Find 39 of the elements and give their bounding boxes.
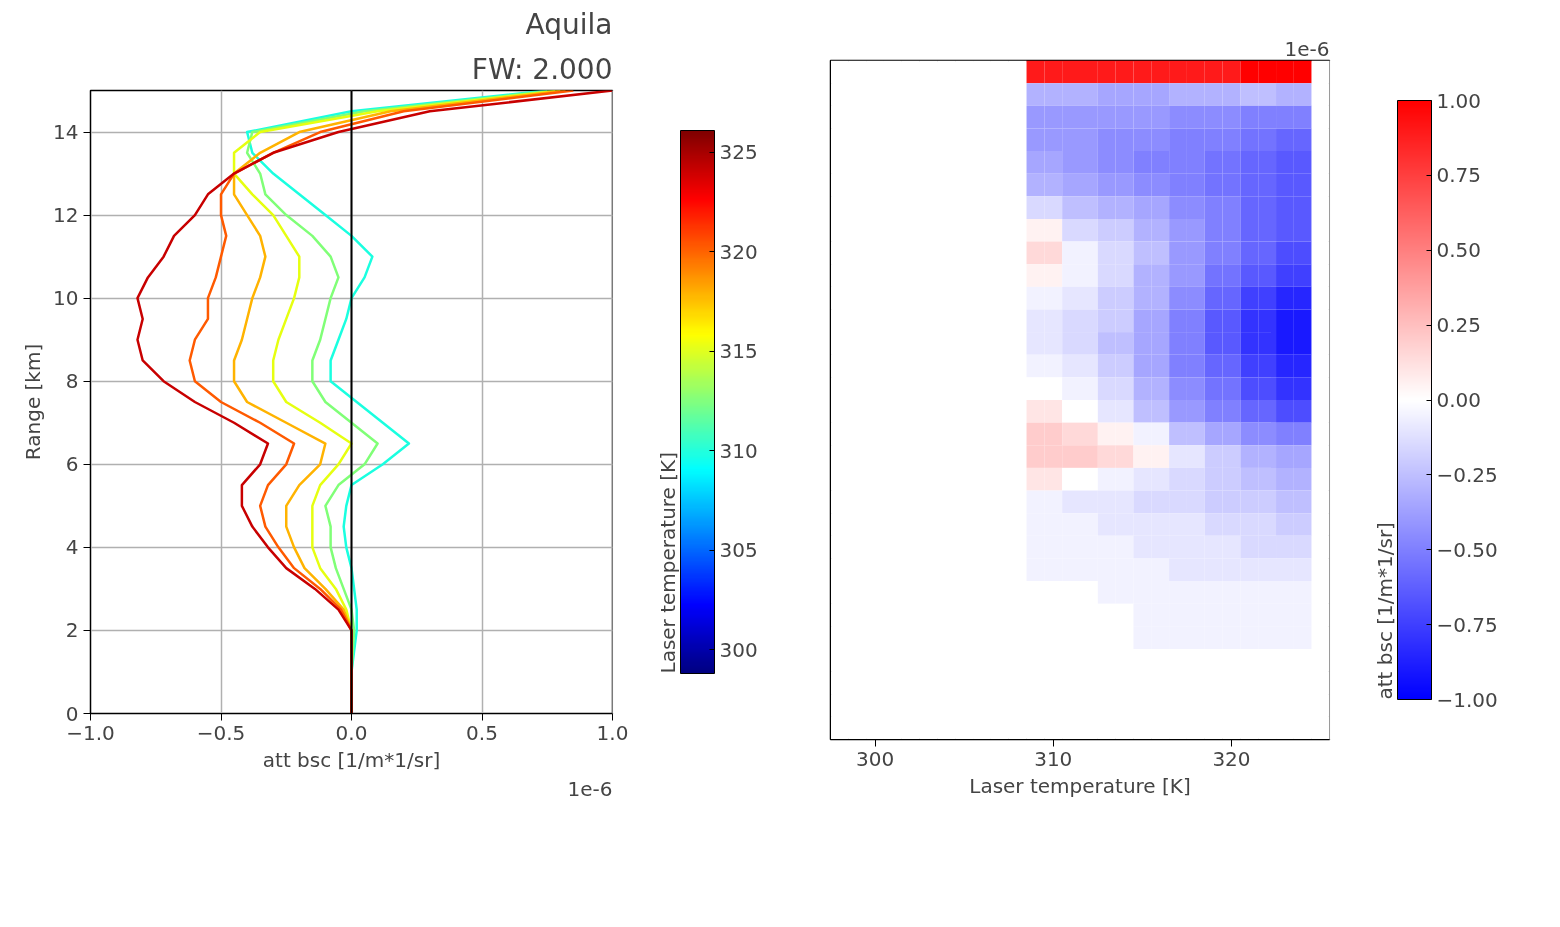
- color-bar-label: 1.00: [1436, 88, 1482, 113]
- color-bar-label: 0.50: [1436, 238, 1482, 263]
- x-tick-label: 300: [855, 746, 895, 771]
- y-tick-label: 14: [53, 120, 79, 145]
- color-bar-label: 320: [719, 239, 758, 264]
- y-tick-label: 2: [65, 618, 79, 643]
- color-bar-label: 0.00: [1436, 388, 1482, 412]
- y-tick-label: 4: [65, 535, 79, 560]
- annotation: 1e-6: [1284, 36, 1330, 61]
- x-tick-label: −0.5: [196, 720, 246, 745]
- color-bar-label: 315: [719, 339, 758, 364]
- x-tick-label: 0.0: [335, 720, 368, 745]
- x-tick-label: 310: [1034, 746, 1073, 771]
- color-bar-title: Laser temperature [K]: [655, 452, 680, 674]
- color-bar-label: −0.75: [1436, 612, 1498, 637]
- x-axis-title: att bsc [1/m*1/sr]: [262, 747, 441, 772]
- chart-subtitle: FW: 2.000: [471, 52, 613, 86]
- text: 1e-6: [567, 776, 613, 801]
- color-bar-label: 325: [719, 140, 758, 165]
- x-axis-title: Laser temperature [K]: [969, 773, 1191, 798]
- x-tick-label: 320: [1212, 746, 1251, 771]
- color-bar-label: 300: [719, 637, 758, 662]
- color-bar-title: att bsc [1/m*1/sr]: [1372, 522, 1397, 700]
- chart-title: Aquila: [525, 7, 613, 41]
- x-tick-label: 0.5: [466, 720, 498, 745]
- color-bar-label: −0.50: [1436, 537, 1498, 562]
- y-tick-label: 10: [53, 286, 79, 311]
- color-bar-label: 0.75: [1436, 163, 1482, 188]
- x-tick-label: 1.0: [596, 720, 629, 745]
- color-bar-label: 305: [719, 538, 758, 563]
- y-tick-label: 12: [53, 203, 79, 228]
- line-series: [136, 90, 613, 714]
- color-bar-label: 310: [719, 438, 758, 463]
- color-bar-label: −1.00: [1436, 687, 1498, 712]
- color-bar-label: −0.25: [1436, 462, 1498, 487]
- y-axis-title: Range [km]: [21, 343, 46, 461]
- y-tick-label: 8: [65, 369, 79, 394]
- color-bar-label: 0.25: [1436, 313, 1482, 338]
- y-tick-label: 6: [65, 452, 79, 477]
